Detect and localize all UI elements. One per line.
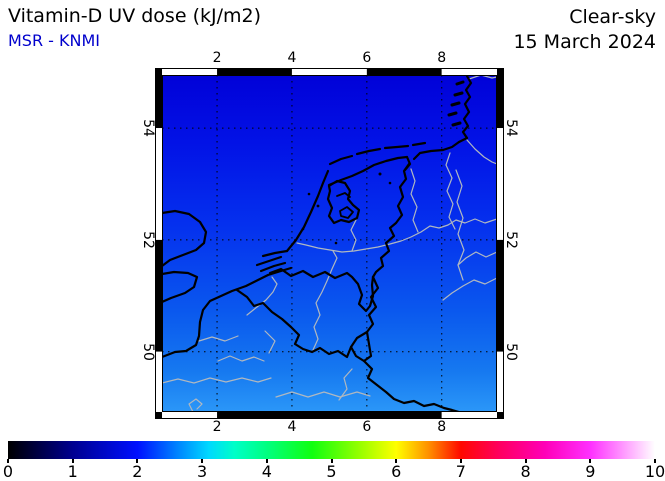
page-title: Vitamin-D UV dose (kJ/m2) <box>8 5 261 27</box>
small-lake-dots <box>301 172 392 245</box>
lat-tick-left: 54 <box>140 119 156 138</box>
rivers-and-minor-borders <box>162 75 497 412</box>
colorbar-tick-mark <box>459 459 462 463</box>
colorbar-tick-mark <box>395 459 398 463</box>
colorbar-label: 1 <box>67 462 78 481</box>
colorbar-tick-mark <box>71 459 74 463</box>
colorbar-tick-mark <box>136 459 139 463</box>
colorbar-label: 5 <box>326 462 337 481</box>
colorbar-tick-mark <box>201 459 204 463</box>
colorbar-label: 9 <box>585 462 596 481</box>
lon-tick-top: 6 <box>362 50 372 66</box>
colorbar-label: 6 <box>391 462 402 481</box>
colorbar-tick-mark <box>7 459 9 463</box>
date-label: 15 March 2024 <box>513 31 656 53</box>
colorbar-label: 7 <box>455 462 466 481</box>
lon-tick-bottom: 8 <box>437 419 447 435</box>
lon-tick-top: 2 <box>212 50 222 66</box>
data-source-label: MSR - KNMI <box>8 31 101 50</box>
colorbar-tick-mark <box>654 459 656 463</box>
colorbar-label: 10 <box>644 462 665 481</box>
lon-tick-bottom: 4 <box>287 419 297 435</box>
coastlines-and-country-borders <box>162 75 473 412</box>
lat-tick-right: 52 <box>503 230 519 249</box>
colorbar-label: 4 <box>261 462 272 481</box>
lon-tick-top: 4 <box>287 50 297 66</box>
colorbar-tick-mark <box>589 459 592 463</box>
colorbar-tick-mark <box>524 459 527 463</box>
lon-tick-bottom: 2 <box>212 419 222 435</box>
colorbar-tick-mark <box>330 459 333 463</box>
sky-condition-label: Clear-sky <box>569 6 656 28</box>
map-frame <box>155 68 504 419</box>
lat-tick-left: 52 <box>140 230 156 249</box>
lat-tick-right: 54 <box>503 119 519 138</box>
colorbar-label: 0 <box>2 462 14 481</box>
colorbar-label: 2 <box>132 462 143 481</box>
uv-dose-map <box>155 68 504 419</box>
lon-tick-bottom: 6 <box>362 419 372 435</box>
colorbar-label: 8 <box>520 462 531 481</box>
dose-colorbar <box>8 441 655 459</box>
sea-dose-field <box>162 75 497 412</box>
lat-tick-right: 50 <box>503 342 519 361</box>
colorbar-label: 3 <box>197 462 208 481</box>
colorbar-tick-mark <box>265 459 268 463</box>
lon-tick-top: 8 <box>437 50 447 66</box>
header-right: Clear-sky 15 March 2024 <box>513 5 656 55</box>
lat-tick-left: 50 <box>140 342 156 361</box>
